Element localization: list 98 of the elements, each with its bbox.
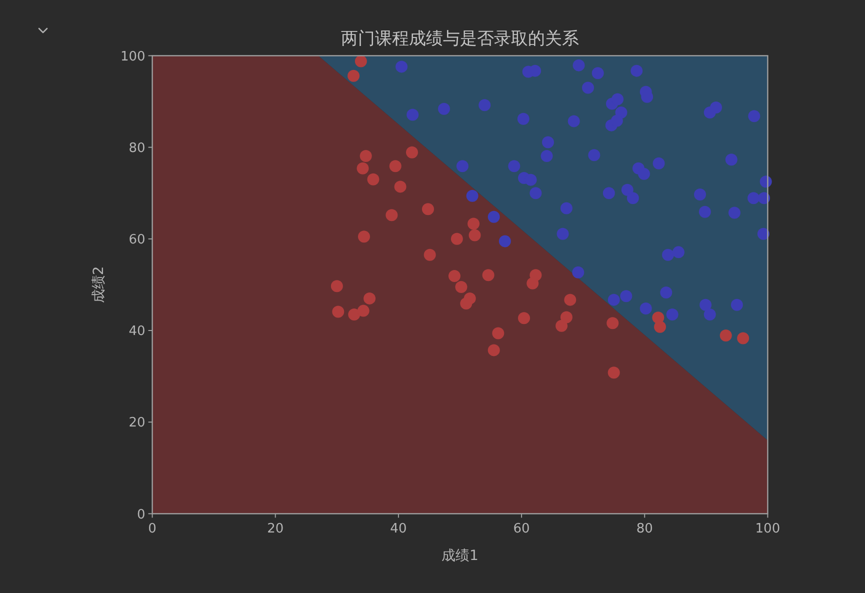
point: [666, 308, 678, 320]
point: [468, 218, 480, 230]
point: [737, 332, 750, 344]
y-tick-label: 0: [137, 507, 146, 522]
point: [482, 269, 494, 282]
point: [460, 297, 472, 310]
point: [348, 70, 360, 82]
y-tick-label: 80: [128, 140, 146, 156]
point: [560, 311, 572, 324]
x-axis-title: 成绩1: [442, 548, 478, 564]
point: [364, 292, 376, 304]
point: [508, 160, 520, 172]
point: [518, 312, 530, 324]
point: [606, 317, 619, 330]
point: [725, 154, 738, 166]
y-tick-label: 20: [128, 416, 146, 431]
point: [468, 229, 481, 242]
point: [438, 102, 450, 115]
point: [560, 202, 572, 214]
point: [524, 174, 537, 186]
point: [672, 246, 684, 258]
point: [488, 344, 500, 356]
y-tick-label: 60: [128, 232, 146, 248]
point: [704, 308, 716, 320]
point: [694, 188, 706, 200]
point: [748, 192, 760, 204]
point: [602, 187, 615, 200]
x-tick-label: 60: [513, 522, 530, 537]
point: [728, 206, 740, 219]
point: [568, 115, 580, 128]
point: [330, 280, 343, 292]
point: [592, 67, 604, 80]
point: [424, 248, 436, 261]
point: [358, 230, 370, 243]
point: [389, 160, 402, 172]
point: [698, 206, 711, 218]
point: [621, 184, 634, 196]
point: [540, 150, 553, 162]
point: [466, 190, 478, 202]
x-tick-label: 0: [148, 522, 156, 537]
point: [367, 173, 380, 186]
point: [526, 277, 539, 290]
point: [478, 99, 491, 112]
point: [660, 286, 672, 298]
y-tick-label: 100: [120, 49, 146, 64]
point: [608, 294, 620, 306]
point: [626, 192, 639, 204]
point: [556, 320, 568, 332]
point: [556, 228, 569, 240]
point: [406, 146, 418, 158]
point: [356, 162, 369, 174]
point: [422, 203, 434, 216]
point: [748, 110, 760, 122]
point: [608, 366, 620, 379]
point: [610, 114, 623, 127]
point: [654, 320, 666, 333]
point: [572, 266, 584, 278]
point: [394, 180, 406, 193]
point: [386, 209, 398, 222]
point: [492, 327, 504, 340]
point: [588, 149, 600, 162]
chart-title: 两门课程成绩与是否录取的关系: [341, 29, 579, 49]
x-tick-label: 40: [390, 522, 407, 537]
point: [332, 306, 344, 318]
x-tick-label: 20: [267, 522, 284, 537]
point: [638, 168, 650, 180]
point: [662, 248, 674, 261]
y-tick-label: 40: [128, 324, 146, 340]
point: [630, 64, 643, 77]
point: [360, 150, 372, 162]
point: [710, 101, 722, 114]
point: [620, 290, 632, 302]
point: [488, 210, 500, 223]
point: [357, 304, 370, 317]
point: [354, 55, 367, 68]
point: [700, 298, 712, 311]
point: [640, 302, 652, 315]
x-tick-label: 100: [755, 522, 780, 537]
point: [406, 108, 419, 121]
point: [582, 82, 594, 94]
point: [612, 93, 624, 106]
point: [450, 232, 463, 245]
point: [517, 112, 530, 125]
point: [564, 294, 576, 306]
point: [455, 280, 468, 293]
point: [720, 330, 732, 342]
point: [542, 136, 554, 148]
y-axis-title: 成绩2: [91, 266, 107, 304]
point: [448, 270, 460, 282]
point: [456, 160, 468, 172]
point: [572, 59, 585, 72]
point: [652, 157, 665, 170]
x-tick-label: 80: [636, 522, 653, 537]
point: [730, 298, 743, 311]
point: [396, 60, 408, 73]
point: [348, 308, 360, 320]
point: [498, 235, 511, 248]
point: [530, 187, 542, 200]
